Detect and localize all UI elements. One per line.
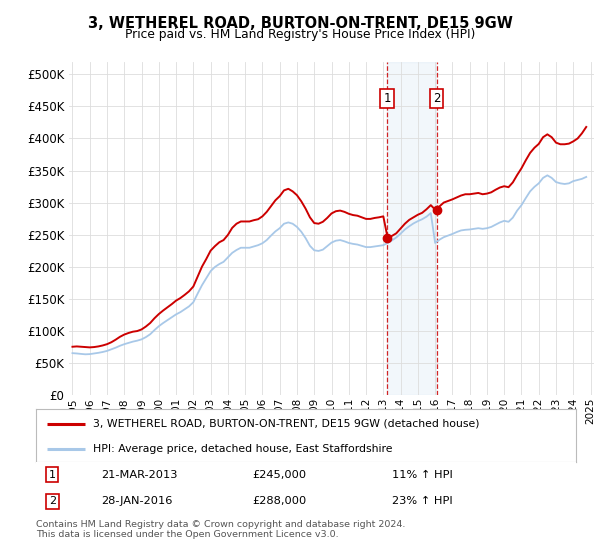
Text: HPI: Average price, detached house, East Staffordshire: HPI: Average price, detached house, East… [92, 444, 392, 454]
Text: £245,000: £245,000 [252, 470, 306, 479]
Bar [387, 62, 436, 395]
Text: 1: 1 [49, 470, 56, 479]
Text: £288,000: £288,000 [252, 496, 306, 506]
Text: 23% ↑ HPI: 23% ↑ HPI [392, 496, 453, 506]
Text: 11% ↑ HPI: 11% ↑ HPI [392, 470, 453, 479]
Text: 3, WETHEREL ROAD, BURTON-ON-TRENT, DE15 9GW (detached house): 3, WETHEREL ROAD, BURTON-ON-TRENT, DE15 … [92, 419, 479, 429]
Text: 1: 1 [383, 92, 391, 105]
Text: 2: 2 [433, 92, 440, 105]
Text: Contains HM Land Registry data © Crown copyright and database right 2024.
This d: Contains HM Land Registry data © Crown c… [36, 520, 406, 539]
Text: 2: 2 [49, 496, 56, 506]
Text: 3, WETHEREL ROAD, BURTON-ON-TRENT, DE15 9GW: 3, WETHEREL ROAD, BURTON-ON-TRENT, DE15 … [88, 16, 512, 31]
Text: Price paid vs. HM Land Registry's House Price Index (HPI): Price paid vs. HM Land Registry's House … [125, 28, 475, 41]
Text: 28-JAN-2016: 28-JAN-2016 [101, 496, 172, 506]
Text: 21-MAR-2013: 21-MAR-2013 [101, 470, 178, 479]
